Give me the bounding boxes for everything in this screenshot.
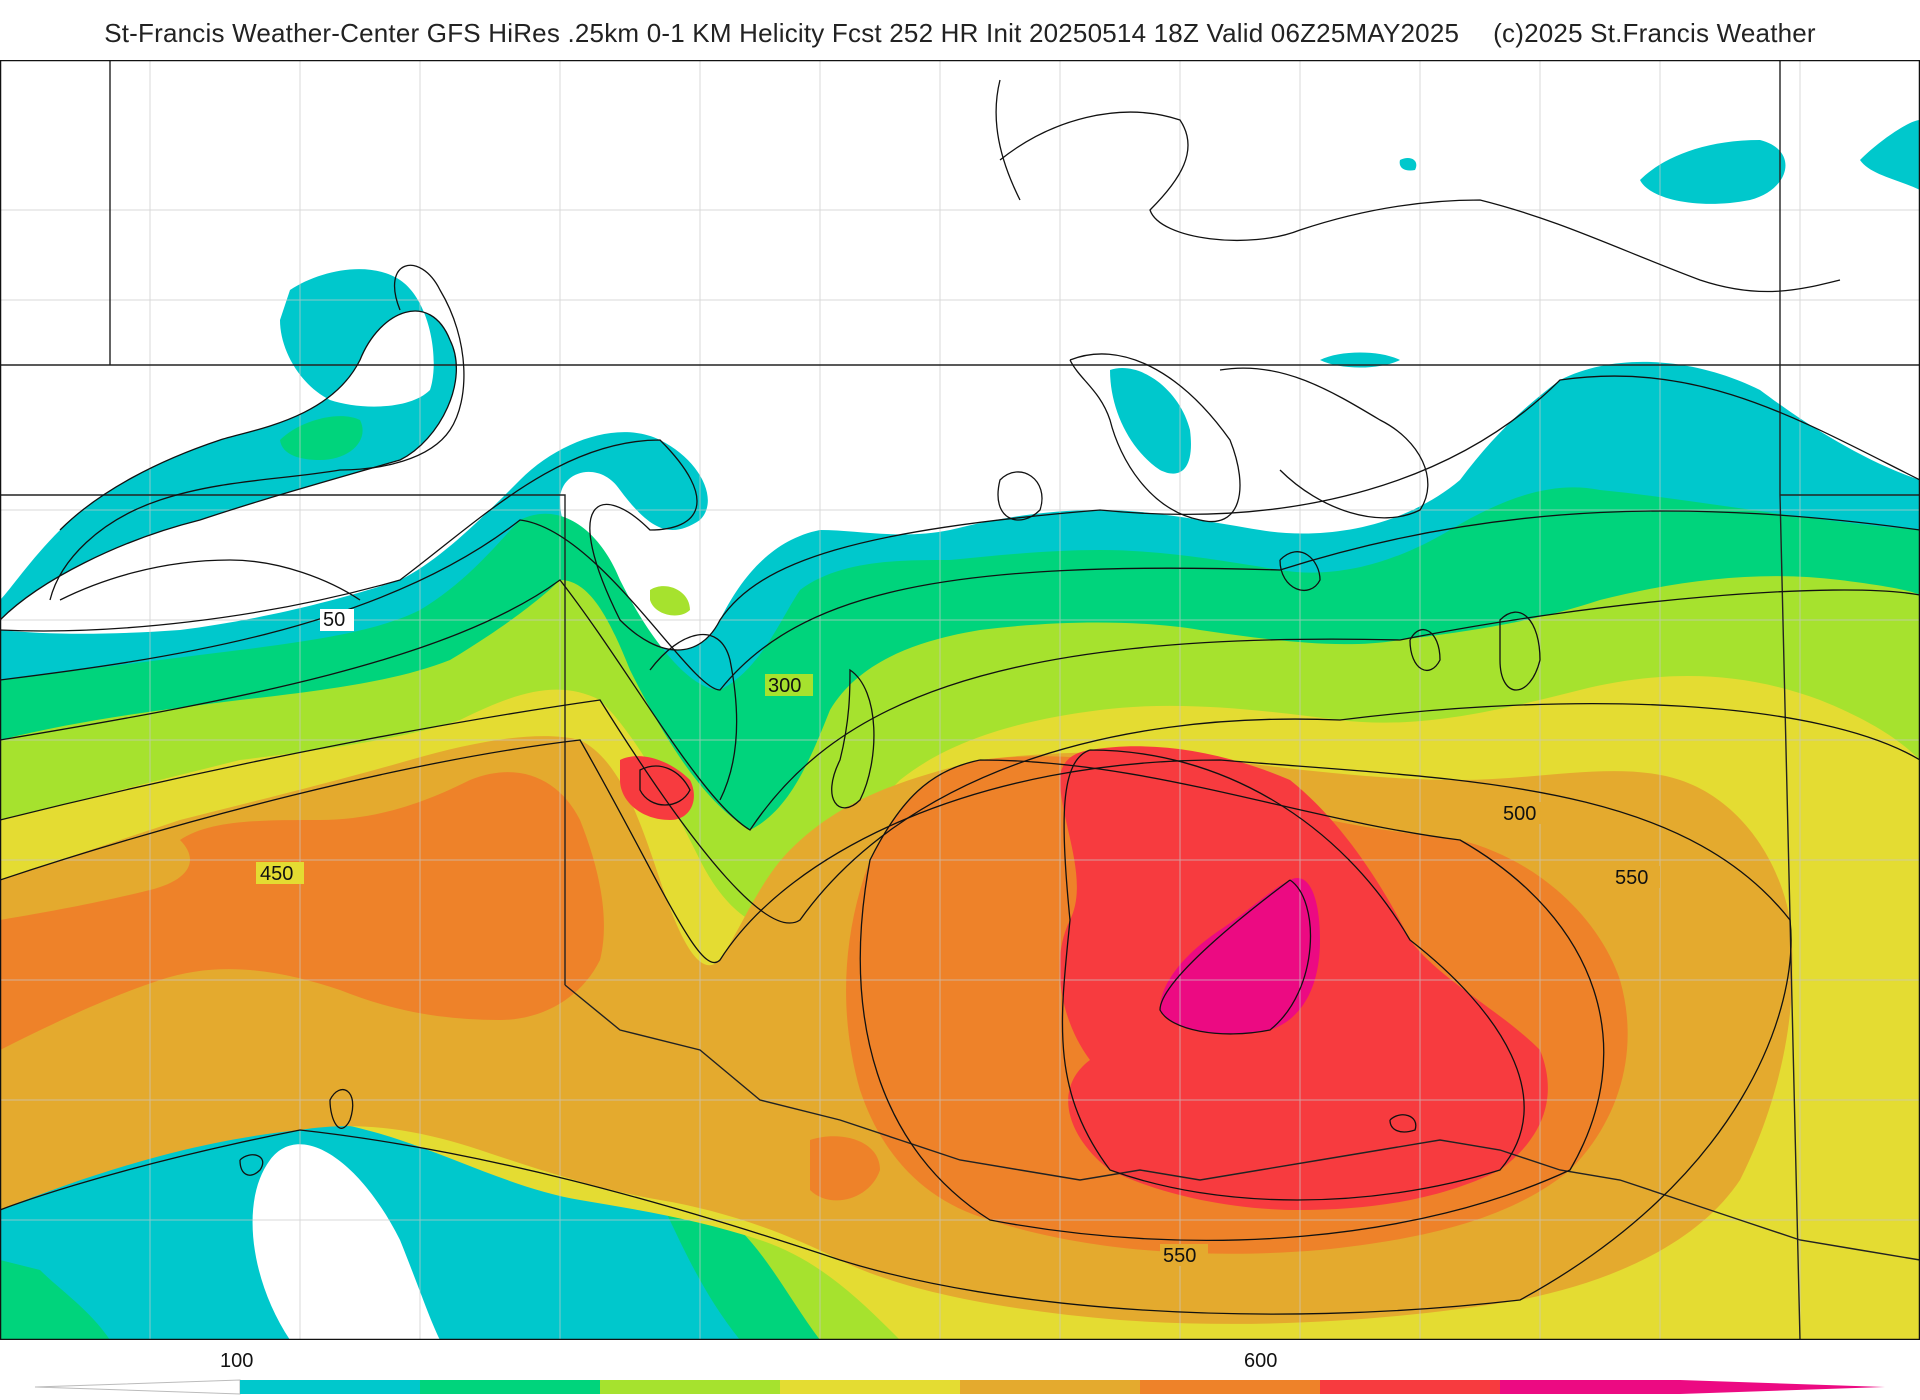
band-650-700	[1160, 878, 1320, 1034]
colorbar-high-extension	[1680, 1380, 1885, 1394]
contour-label-300: 300	[768, 675, 801, 697]
colorbar-swatch	[240, 1380, 421, 1394]
colorbar-ticks: 100 600	[220, 1350, 1277, 1372]
band-600-650	[620, 746, 1548, 1210]
map-title: St-Francis Weather-Center GFS HiRes .25k…	[0, 0, 1920, 60]
colorbar-low-extension	[34, 1379, 241, 1395]
colorbar-tick-600: 600	[1244, 1350, 1277, 1372]
colorbar-swatch	[1320, 1380, 1501, 1394]
colorbar-swatch	[1500, 1380, 1681, 1394]
title-text: St-Francis Weather-Center GFS HiRes .25k…	[104, 18, 1460, 48]
contour-label-550-south: 550	[1163, 1245, 1196, 1267]
colorbar-swatch	[600, 1380, 781, 1394]
colorbar-swatch	[420, 1380, 601, 1394]
state-boundaries	[0, 60, 1920, 1340]
colorbar: 100 600	[34, 1350, 1885, 1395]
county-lines	[0, 60, 1920, 1340]
colorbar-tick-100: 100	[220, 1350, 253, 1372]
contour-label-500: 500	[1503, 803, 1536, 825]
colorbar-swatch	[780, 1380, 961, 1394]
colorbar-swatches	[240, 1380, 1681, 1394]
contour-label-50: 50	[323, 609, 345, 631]
copyright-text: (c)2025 St.Francis Weather	[1493, 18, 1816, 48]
contour-lines	[0, 79, 1920, 1315]
contour-label-450: 450	[260, 863, 293, 885]
helicity-map: 50 300 450 500 550 550	[0, 60, 1920, 1340]
contour-label-550-east: 550	[1615, 867, 1648, 889]
colorbar-swatch	[1140, 1380, 1321, 1394]
contour-labels: 50 300 450 500 550 550	[256, 609, 1660, 1267]
colorbar-swatch	[960, 1380, 1141, 1394]
